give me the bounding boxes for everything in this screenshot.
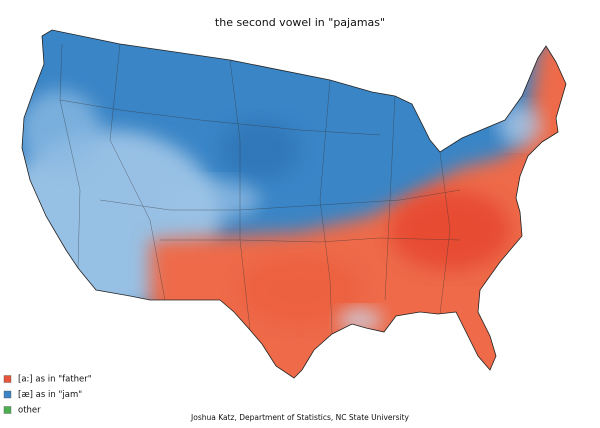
credit: Joshua Katz, Department of Statistics, N… xyxy=(190,413,410,422)
legend-swatch xyxy=(3,406,12,414)
legend-label: [æ] as in "jam" xyxy=(18,390,82,400)
legend: [a:] as in "father" [æ] as in "jam" other xyxy=(3,375,92,416)
legend-swatch xyxy=(3,375,12,383)
map-title: the second vowel in "pajamas" xyxy=(215,16,385,29)
legend-label: other xyxy=(18,406,41,416)
legend-swatch xyxy=(3,390,12,399)
legend-label: [a:] as in "father" xyxy=(18,375,92,385)
